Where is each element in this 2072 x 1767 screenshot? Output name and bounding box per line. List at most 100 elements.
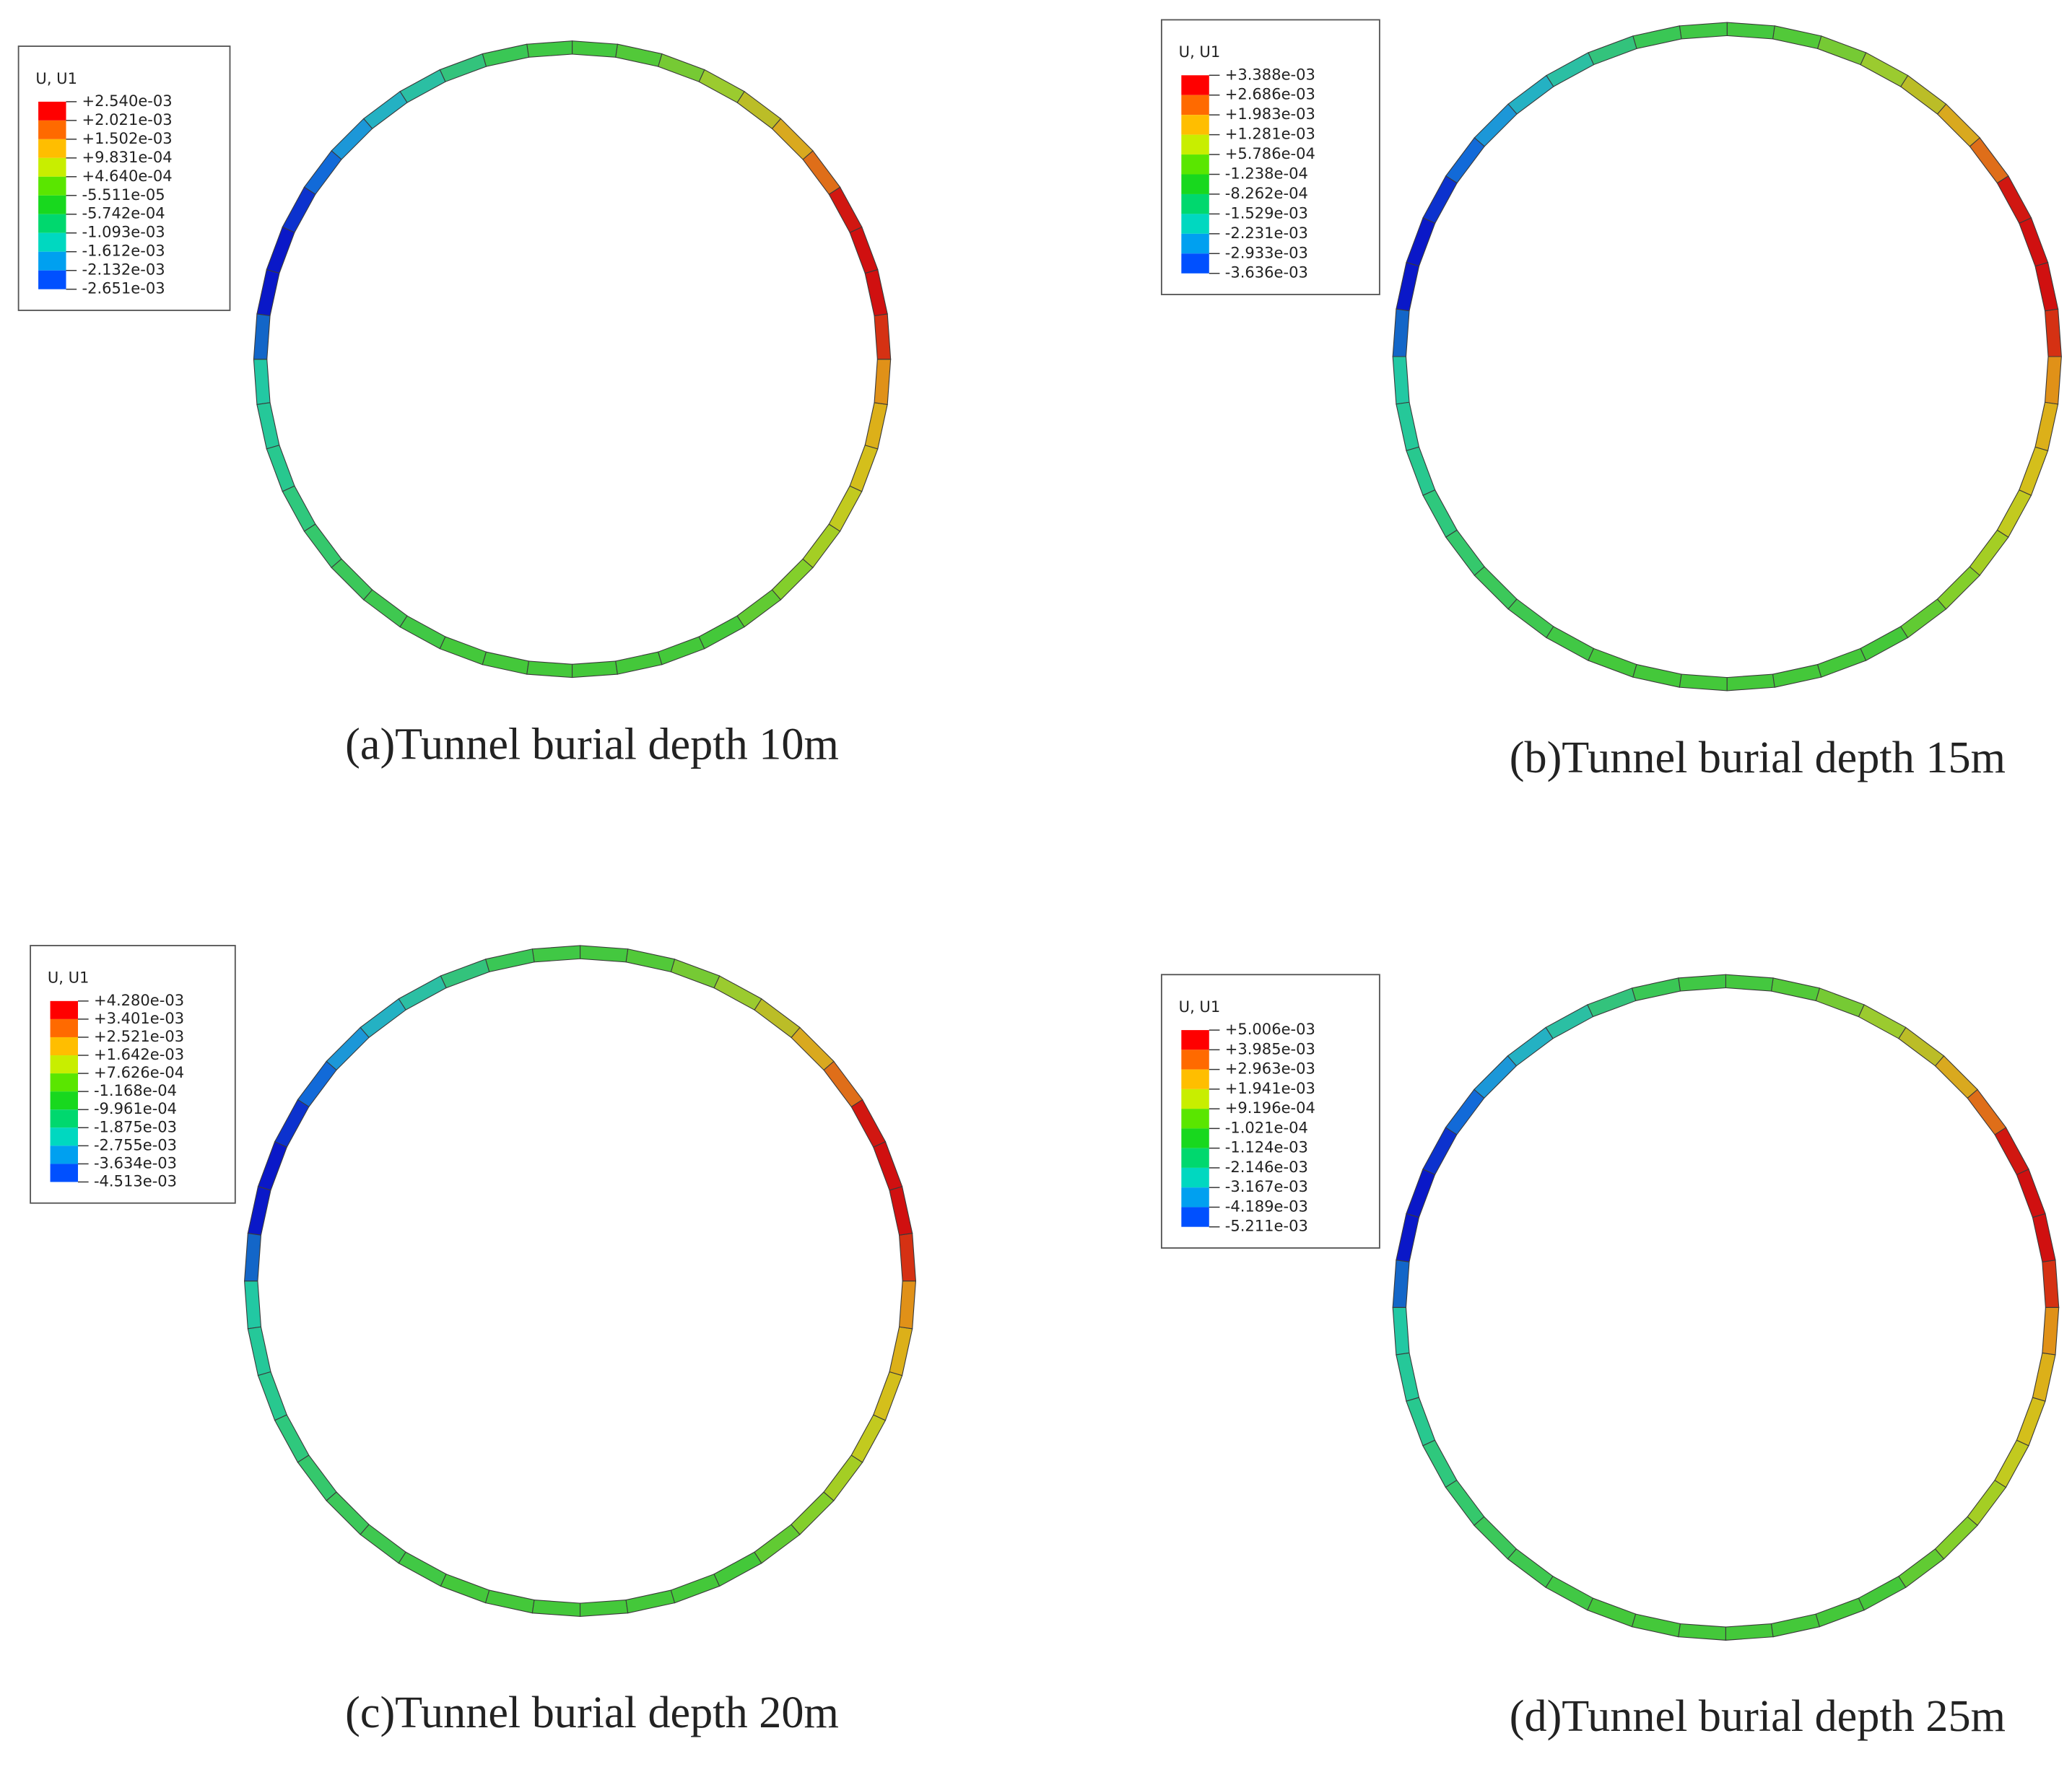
ring-segment bbox=[362, 589, 408, 628]
ring-segment bbox=[1860, 626, 1909, 661]
ring-segment bbox=[1545, 1576, 1594, 1611]
legend-swatch bbox=[1181, 75, 1209, 95]
ring-segment bbox=[253, 313, 271, 360]
ring-segment bbox=[1507, 74, 1554, 115]
legend-label: -8.262e-04 bbox=[1225, 184, 1308, 202]
legend-swatch bbox=[50, 1127, 78, 1146]
legend-label: +4.280e-03 bbox=[94, 991, 184, 1009]
legend-swatch bbox=[1181, 1088, 1209, 1109]
ring-segment bbox=[1546, 626, 1595, 661]
ring-segment bbox=[531, 945, 581, 963]
ring-segment bbox=[439, 53, 487, 82]
ring-segment bbox=[625, 1589, 676, 1614]
ring-segment bbox=[482, 43, 529, 67]
legend-title: U, U1 bbox=[1179, 43, 1221, 61]
ring-segment bbox=[247, 1326, 271, 1376]
legend-swatch bbox=[1181, 154, 1209, 175]
legend-swatch bbox=[1181, 1207, 1209, 1227]
caption: (c)Tunnel burial depth 20m bbox=[345, 1688, 839, 1737]
ring-segment bbox=[2032, 1213, 2056, 1262]
legend-label: -5.511e-05 bbox=[82, 186, 165, 204]
ring-segment bbox=[2032, 1352, 2056, 1402]
legend-swatch bbox=[38, 139, 66, 158]
ring-segment bbox=[1406, 1169, 1436, 1218]
ring-segment bbox=[2016, 1169, 2046, 1218]
legend-label: -4.189e-03 bbox=[1225, 1197, 1308, 1215]
legend-label: -2.146e-03 bbox=[1225, 1158, 1308, 1176]
legend-swatch bbox=[1181, 253, 1209, 274]
legend-swatch bbox=[50, 1146, 78, 1164]
ring-segment bbox=[1967, 1479, 2007, 1527]
ring-segment bbox=[2042, 1306, 2060, 1356]
legend-label: -9.961e-04 bbox=[94, 1099, 177, 1117]
legend-label: -2.132e-03 bbox=[82, 261, 165, 279]
ring-segment bbox=[1445, 1479, 1485, 1527]
legend-swatch bbox=[38, 232, 66, 252]
legend-label: -1.612e-03 bbox=[82, 242, 165, 260]
ring-segment bbox=[736, 589, 782, 628]
ring-segment bbox=[1445, 1088, 1485, 1135]
ring-segment bbox=[1507, 598, 1554, 639]
legend-label: +7.626e-04 bbox=[94, 1063, 184, 1081]
legend-swatch bbox=[50, 1018, 78, 1037]
legend-swatch bbox=[38, 120, 66, 139]
ring-segment bbox=[1726, 673, 1775, 691]
ring-segment bbox=[1936, 566, 1981, 610]
legend-title: U, U1 bbox=[48, 969, 90, 987]
ring-segment bbox=[1507, 1026, 1554, 1067]
legend-swatch bbox=[38, 157, 66, 177]
ring-segment bbox=[2019, 446, 2049, 497]
ring-segment bbox=[1392, 1260, 1410, 1308]
ring-segment bbox=[398, 975, 447, 1011]
ring-segment bbox=[282, 485, 316, 532]
legend-label: +9.196e-04 bbox=[1225, 1099, 1315, 1117]
legend-label: -1.093e-03 bbox=[82, 223, 165, 241]
legend-label: -2.755e-03 bbox=[94, 1135, 177, 1153]
ring-segment bbox=[244, 1232, 262, 1282]
ring-segment bbox=[1725, 1623, 1774, 1641]
legend-label: -3.634e-03 bbox=[94, 1153, 177, 1172]
ring-segment bbox=[1934, 1055, 1978, 1099]
ring-segment bbox=[873, 1140, 903, 1191]
legend-swatch bbox=[38, 101, 66, 121]
ring-segment bbox=[864, 269, 888, 317]
ring-segment bbox=[303, 150, 342, 195]
ring-segment bbox=[1588, 35, 1637, 66]
ring-segment bbox=[698, 615, 745, 650]
ring-segment bbox=[802, 523, 841, 569]
ring-segment bbox=[303, 523, 342, 569]
ring-segment bbox=[1474, 1516, 1518, 1560]
legend-swatch bbox=[1181, 1109, 1209, 1129]
ring-segment bbox=[1934, 1516, 1978, 1560]
ring-segment bbox=[713, 975, 762, 1011]
ring-segment bbox=[850, 1099, 887, 1148]
ring-segment bbox=[2044, 308, 2062, 357]
ring-segment bbox=[571, 40, 618, 58]
ring-segment bbox=[1474, 1055, 1518, 1099]
legend-swatch bbox=[50, 1091, 78, 1110]
ring-segment bbox=[2034, 401, 2059, 452]
ring-segment bbox=[1816, 647, 1867, 678]
ring-segment bbox=[1406, 217, 1436, 267]
ring-segment bbox=[625, 948, 676, 973]
legend-swatch bbox=[1181, 1050, 1209, 1070]
ring-segment bbox=[1936, 103, 1981, 147]
legend-swatch bbox=[1181, 115, 1209, 135]
ring-segment bbox=[2016, 1397, 2046, 1447]
legend-label: -1.238e-04 bbox=[1225, 165, 1308, 183]
ring-segment bbox=[331, 558, 373, 601]
ring-segment bbox=[1546, 52, 1595, 87]
ring-segment bbox=[791, 1026, 835, 1071]
legend-swatch bbox=[1181, 95, 1209, 115]
legend-label: +2.021e-03 bbox=[82, 110, 172, 128]
ring-segment bbox=[257, 1371, 287, 1421]
legend-label: -5.742e-04 bbox=[82, 204, 165, 222]
legend-label: +2.686e-03 bbox=[1225, 85, 1315, 103]
legend-label: +5.786e-04 bbox=[1225, 144, 1315, 162]
ring-segment bbox=[899, 1280, 917, 1330]
ring-segment bbox=[889, 1326, 913, 1376]
legend-label: -1.124e-03 bbox=[1225, 1138, 1308, 1156]
legend-swatch bbox=[50, 1164, 78, 1182]
